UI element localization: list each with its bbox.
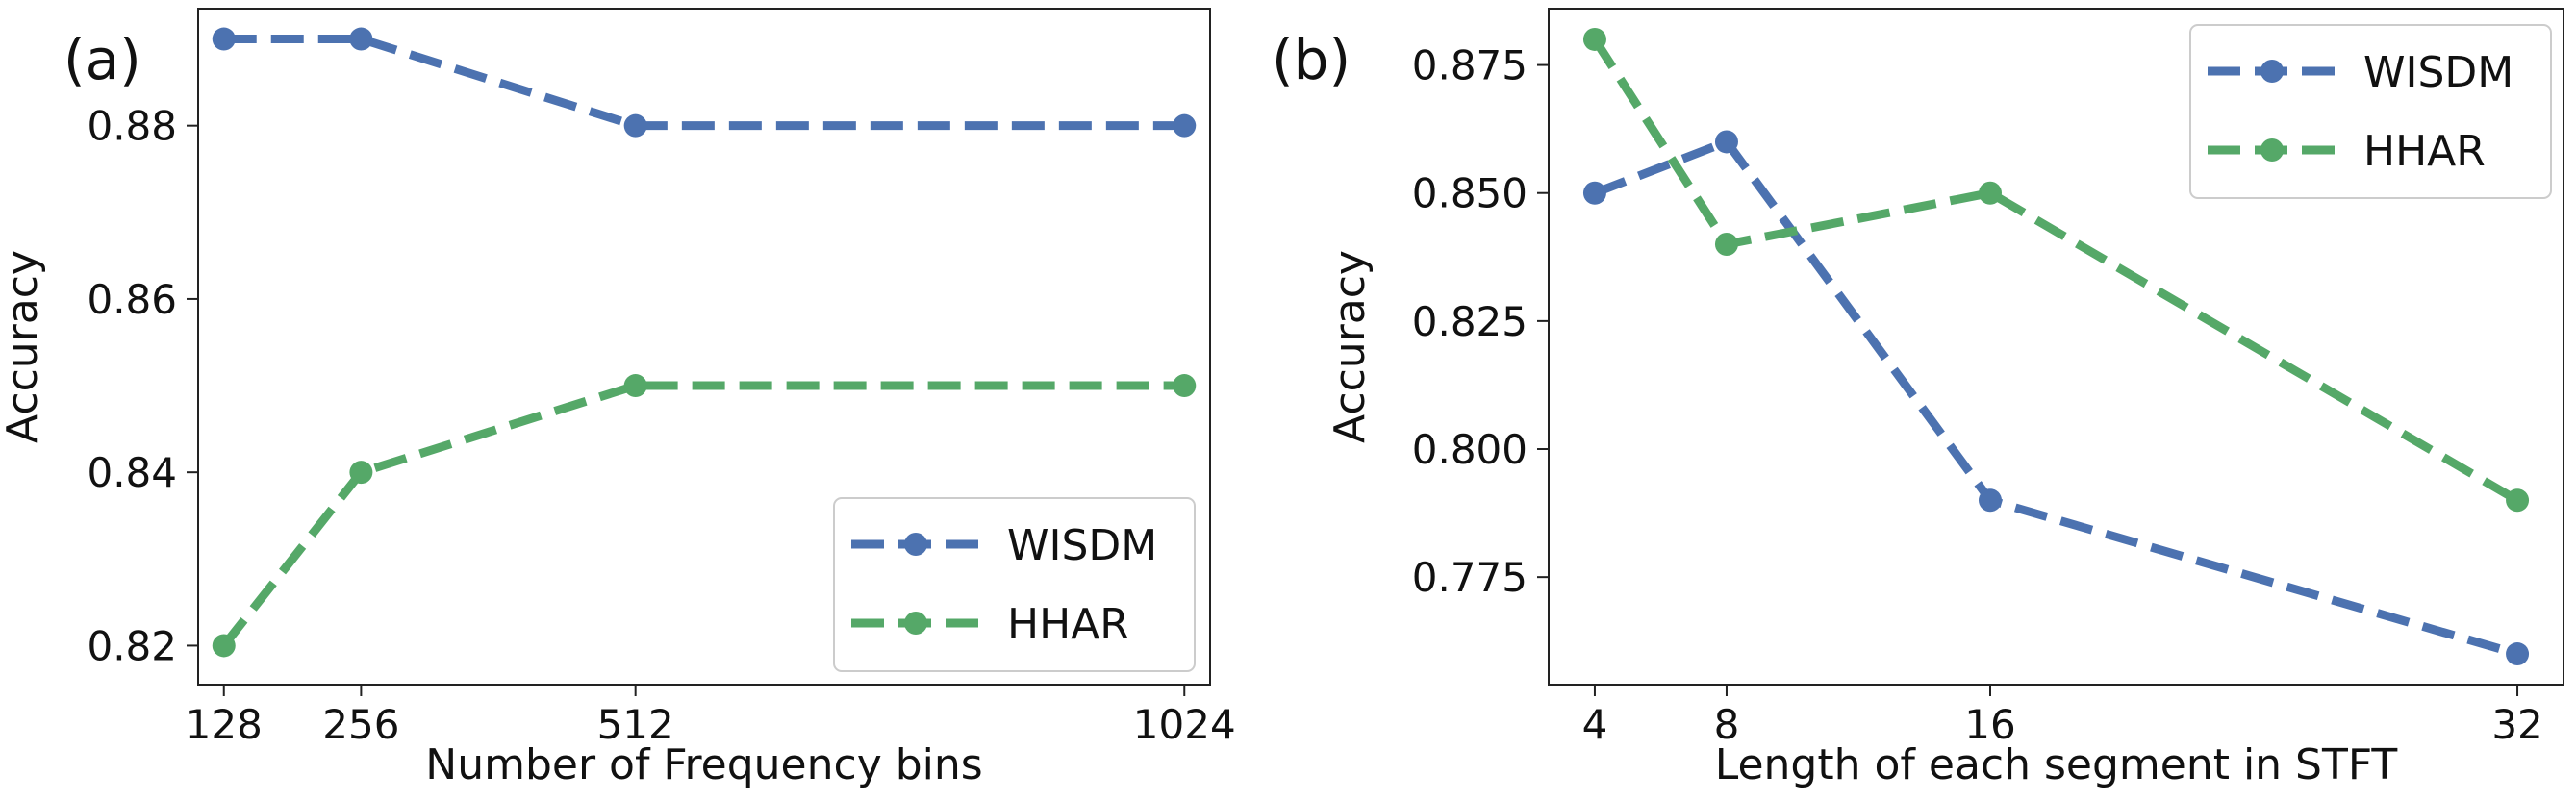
- y-tick-label: 0.825: [1412, 298, 1528, 345]
- data-point: [2506, 642, 2530, 666]
- legend-swatch-marker: [904, 533, 927, 556]
- legend-swatch-marker: [904, 612, 927, 635]
- y-tick-label: 0.850: [1412, 170, 1528, 217]
- data-point: [212, 27, 236, 51]
- x-tick-label: 512: [597, 701, 674, 748]
- x-tick-label: 8: [1714, 701, 1740, 748]
- data-point: [1714, 130, 1738, 154]
- legend-label: WISDM: [2363, 48, 2513, 97]
- series-wisdm: [1582, 130, 2530, 666]
- legend-swatch-marker: [2260, 138, 2284, 162]
- plot-frame: [1548, 8, 2564, 686]
- legend: WISDM HHAR: [833, 497, 1196, 672]
- x-tick-label: 1024: [1133, 701, 1236, 748]
- plot-frame: [197, 8, 1211, 686]
- data-point: [1173, 374, 1197, 398]
- x-tick-label: 256: [322, 701, 399, 748]
- series-line: [1593, 137, 2519, 659]
- panel-label: (a): [63, 27, 141, 92]
- legend-label: WISDM: [1007, 521, 1157, 570]
- data-point: [1978, 181, 2002, 205]
- series-hhar: [1582, 27, 2530, 513]
- y-axis-label: Accuracy: [1326, 250, 1375, 443]
- y-axis-label: Accuracy: [0, 250, 47, 443]
- data-point: [1582, 27, 1606, 51]
- x-tick-label: 32: [2491, 701, 2542, 748]
- data-point: [212, 634, 236, 658]
- legend-label: HHAR: [2363, 127, 2486, 176]
- chart-panel-a: (a) 0.82 0.84 0.86 0.88 128 256 512 1024 Number o…: [0, 8, 1236, 789]
- x-axis-label: Number of Frequency bins: [425, 740, 982, 789]
- panel-label: (b): [1272, 27, 1351, 92]
- series-hhar: [212, 374, 1197, 658]
- data-point: [623, 374, 647, 398]
- y-tick-label: 0.800: [1412, 426, 1528, 473]
- data-point: [1582, 181, 1606, 205]
- series-line: [220, 381, 1185, 649]
- data-point: [2506, 488, 2530, 513]
- series-wisdm: [212, 27, 1197, 138]
- data-point: [349, 461, 373, 485]
- x-tick-label: 128: [186, 701, 263, 748]
- series-line: [223, 35, 1185, 131]
- data-point: [623, 113, 647, 138]
- data-point: [349, 27, 373, 51]
- legend: WISDM HHAR: [2189, 24, 2552, 199]
- data-point: [1173, 113, 1197, 138]
- y-tick-label: 0.86: [87, 276, 177, 323]
- y-tick-label: 0.84: [87, 449, 177, 496]
- x-axis-label: Length of each segment in STFT: [1715, 740, 2398, 789]
- chart-panel-b: (b) 0.775 0.800 0.825 0.850 0.875 4 8 16 32 Length…: [1272, 8, 2564, 789]
- data-point: [1714, 232, 1738, 256]
- legend-swatch-marker: [2260, 60, 2284, 83]
- data-point: [1978, 488, 2002, 513]
- y-tick-label: 0.875: [1412, 42, 1528, 89]
- y-tick-label: 0.82: [87, 622, 177, 669]
- y-tick-label: 0.775: [1412, 554, 1528, 601]
- x-tick-label: 16: [1964, 701, 2015, 748]
- legend-label: HHAR: [1007, 600, 1129, 649]
- x-tick-label: 4: [1582, 701, 1608, 748]
- series-line: [1591, 37, 2520, 505]
- y-tick-label: 0.88: [87, 103, 177, 150]
